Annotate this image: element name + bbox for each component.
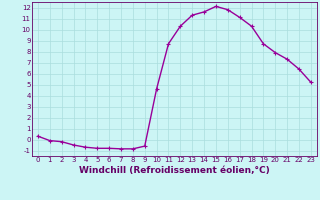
X-axis label: Windchill (Refroidissement éolien,°C): Windchill (Refroidissement éolien,°C) (79, 166, 270, 175)
